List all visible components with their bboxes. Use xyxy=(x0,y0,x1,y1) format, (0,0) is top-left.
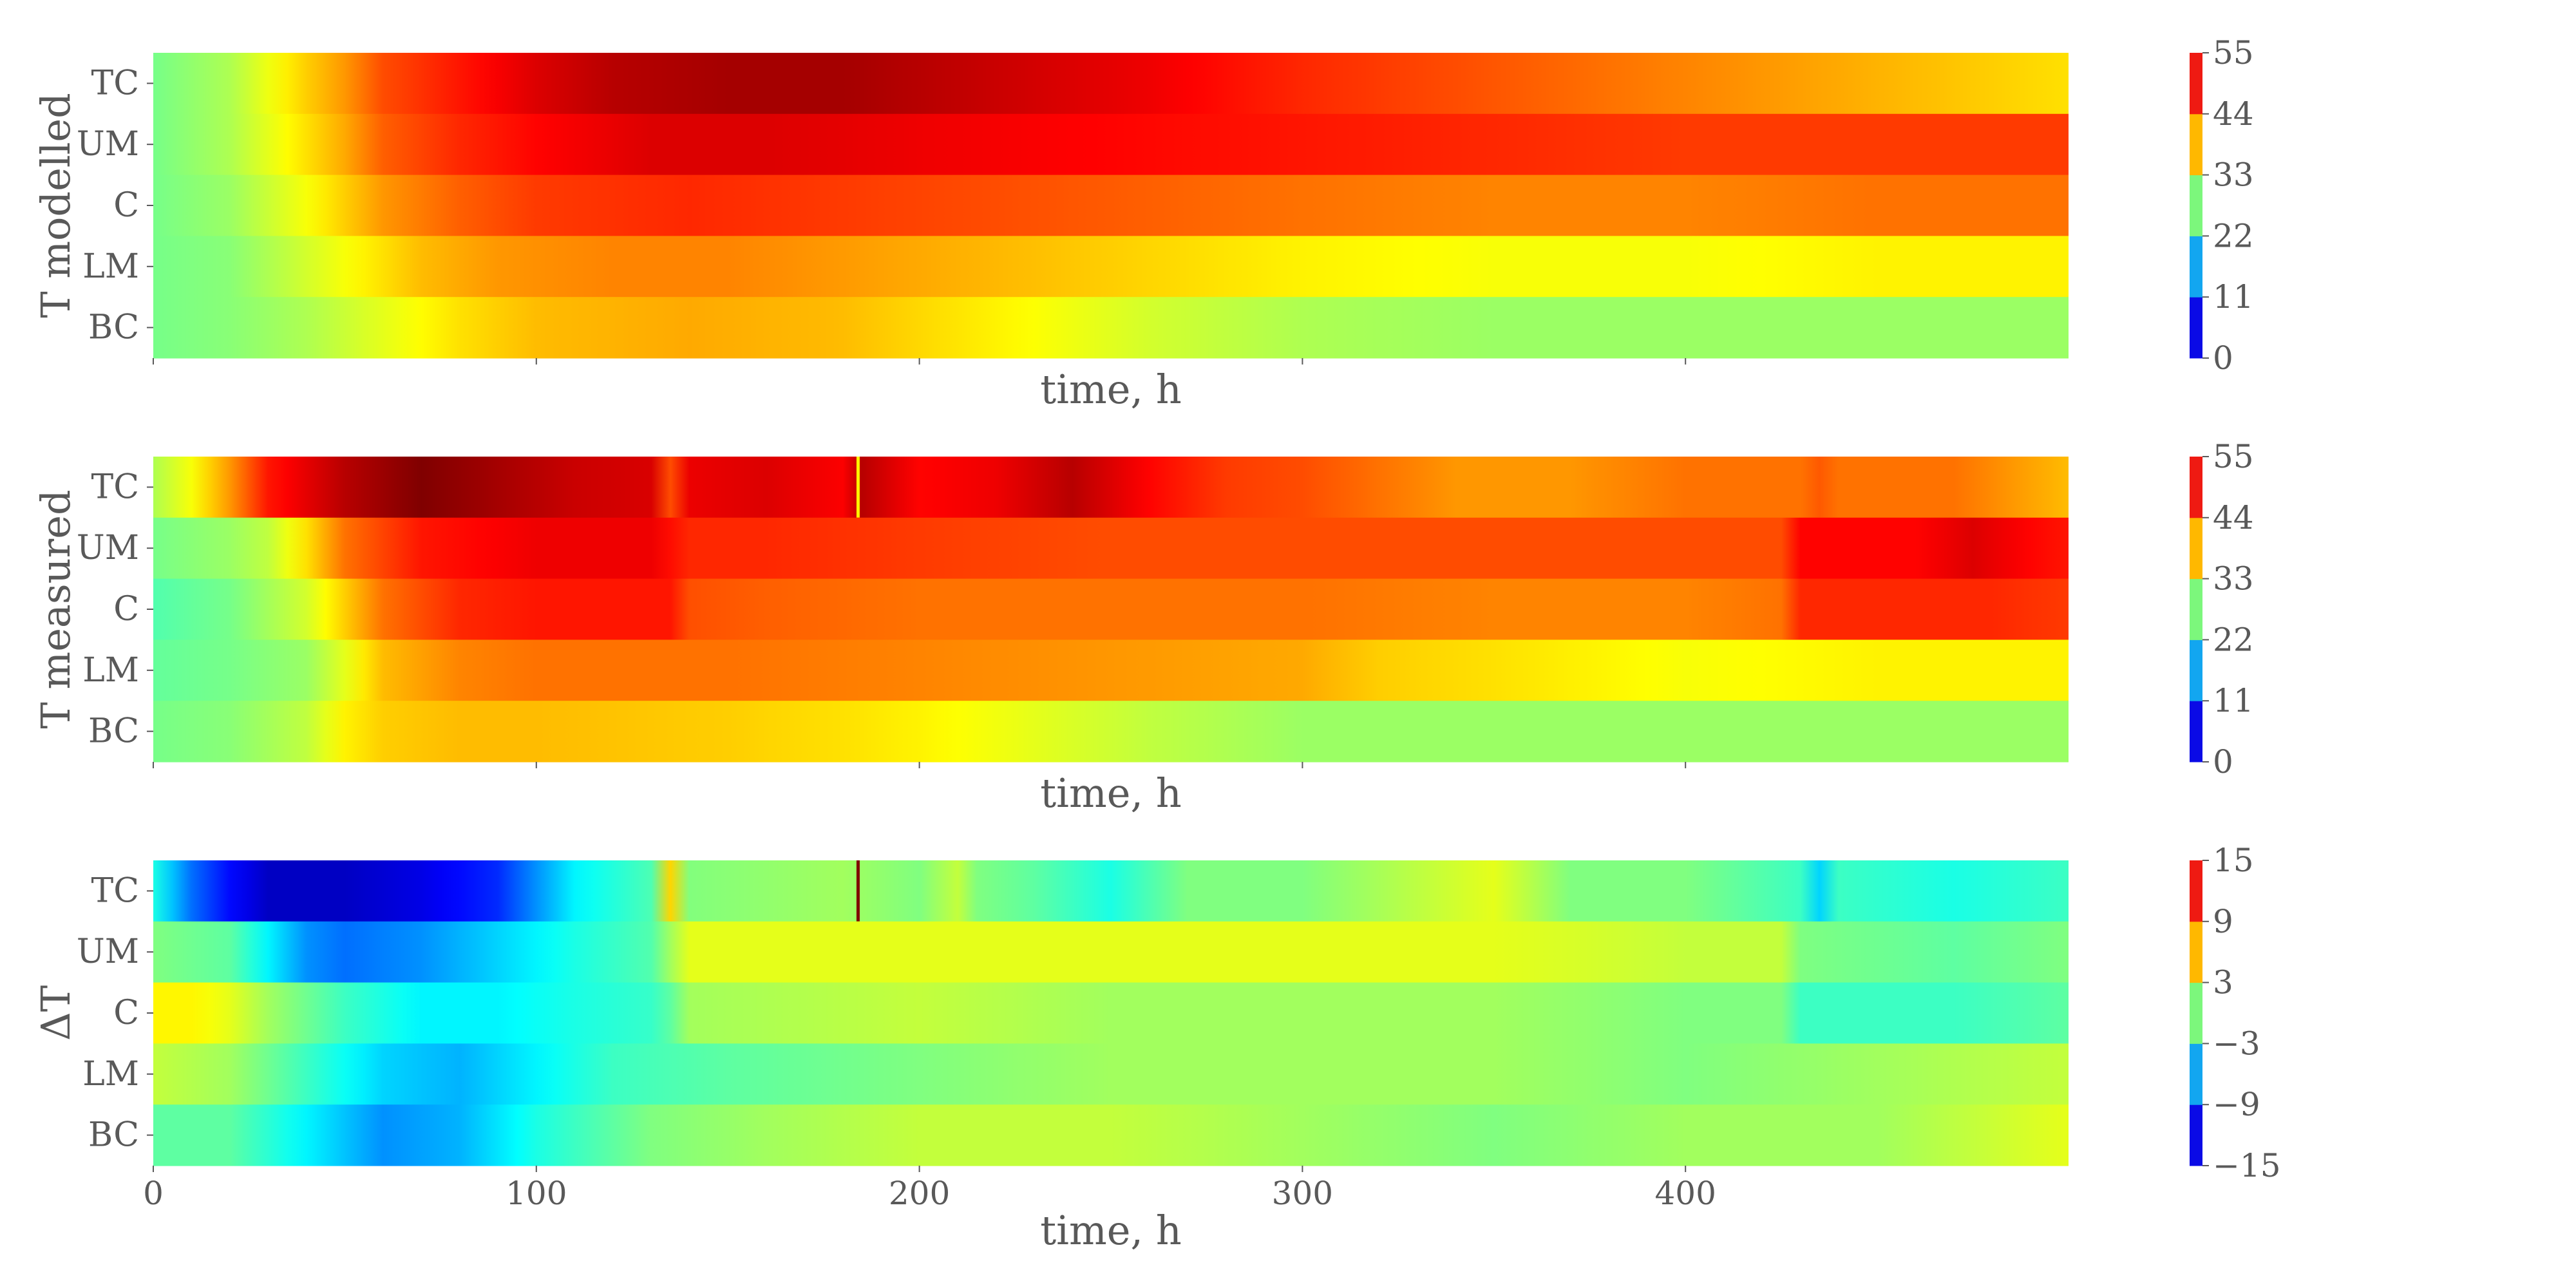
colorbar-tick-label: −3 xyxy=(2213,1025,2260,1062)
y-tick-label: C xyxy=(113,186,139,225)
y-tick-label: UM xyxy=(77,933,139,971)
x-tick-label: 100 xyxy=(506,1175,567,1212)
heatmap-row-um xyxy=(153,517,2069,580)
heatmap-panel-1: TC UM C LM BCT modelled time, h 0 11 22 33 44 55 xyxy=(32,34,2254,413)
heatmap-row-bc xyxy=(153,297,2069,359)
colorbar-tick-label: 22 xyxy=(2213,621,2254,658)
x-axis-label: time, h xyxy=(1040,770,1182,817)
colorbar-tick-label: 3 xyxy=(2213,964,2233,1001)
x-tick-label: 0 xyxy=(143,1175,164,1212)
colorbar-tick-label: 33 xyxy=(2213,156,2254,194)
y-tick-label: UM xyxy=(77,529,139,567)
y-tick-label: C xyxy=(113,590,139,629)
x-axis-label: time, h xyxy=(1040,366,1182,413)
heatmap-row-lm xyxy=(153,1043,2069,1105)
heatmap-row-c xyxy=(153,175,2069,236)
colorbar-segment xyxy=(2190,1043,2202,1105)
heatmap-row-um xyxy=(153,113,2069,176)
heatmap-row-tc xyxy=(153,860,2069,922)
y-tick-label: TC xyxy=(91,468,139,506)
colorbar-tick-label: 15 xyxy=(2213,842,2254,879)
heatmap-row-bc xyxy=(153,701,2069,762)
colorbar-segment xyxy=(2190,236,2202,298)
colorbar-segment xyxy=(2190,113,2202,176)
colorbar-segment xyxy=(2190,457,2202,518)
y-tick-label: UM xyxy=(77,125,139,164)
colorbar-tick-label: −9 xyxy=(2213,1086,2260,1123)
colorbar-segment xyxy=(2190,297,2202,359)
y-axis-label: T modelled xyxy=(32,93,79,318)
colorbar-tick-label: −15 xyxy=(2213,1147,2281,1184)
colorbar-tick-label: 33 xyxy=(2213,560,2254,598)
heatmap-row-c xyxy=(153,982,2069,1044)
colorbar-segment xyxy=(2190,860,2202,922)
spike-tc xyxy=(856,457,860,518)
spike-tc xyxy=(856,860,860,922)
x-tick-label: 400 xyxy=(1654,1175,1716,1212)
y-tick-label: LM xyxy=(82,651,139,690)
colorbar-segment xyxy=(2190,639,2202,701)
y-axis-label: T measured xyxy=(32,489,79,728)
heatmap-row-tc xyxy=(153,53,2069,115)
colorbar-tick-label: 22 xyxy=(2213,217,2254,254)
y-tick-label: TC xyxy=(91,64,139,102)
colorbar-segment xyxy=(2190,982,2202,1044)
colorbar-tick-label: 55 xyxy=(2213,438,2254,475)
y-tick-label: C xyxy=(113,994,139,1032)
heatmap-panel-2: TC UM C LM BCT measured time, h 0 11 22 33 44 55 xyxy=(32,438,2254,817)
x-axis-label: time, h xyxy=(1040,1207,1182,1254)
heatmap-row-c xyxy=(153,578,2069,640)
colorbar-tick-label: 9 xyxy=(2213,903,2233,940)
colorbar-tick-label: 44 xyxy=(2213,95,2254,133)
colorbar-segment xyxy=(2190,175,2202,236)
colorbar-segment xyxy=(2190,921,2202,983)
colorbar: −15 −9 −3 3 9 15 xyxy=(2190,842,2281,1184)
x-tick-label: 200 xyxy=(889,1175,950,1212)
y-tick-label: LM xyxy=(82,247,139,286)
heatmap-row-bc xyxy=(153,1104,2069,1166)
colorbar-tick-label: 55 xyxy=(2213,34,2254,71)
y-tick-label: BC xyxy=(88,1116,139,1155)
y-axis-label: ΔT xyxy=(32,985,79,1041)
y-tick-label: LM xyxy=(82,1055,139,1094)
colorbar-tick-label: 0 xyxy=(2213,339,2233,377)
heatmap-row-tc xyxy=(153,457,2069,518)
y-tick-label: BC xyxy=(88,308,139,347)
colorbar-segment xyxy=(2190,578,2202,640)
heatmap-row-lm xyxy=(153,639,2069,701)
colorbar-segment xyxy=(2190,1104,2202,1166)
colorbar: 0 11 22 33 44 55 xyxy=(2190,438,2254,781)
colorbar-tick-label: 0 xyxy=(2213,743,2233,781)
colorbar-tick-label: 11 xyxy=(2213,278,2254,316)
colorbar-segment xyxy=(2190,517,2202,580)
colorbar-segment xyxy=(2190,53,2202,115)
heatmap-row-lm xyxy=(153,236,2069,298)
x-tick-label: 300 xyxy=(1272,1175,1333,1212)
colorbar: 0 11 22 33 44 55 xyxy=(2190,34,2254,377)
heatmap-panel-3: TC UM C LM BC ΔT 0 100 200 300 400 time, h −15 −9 −3 3 9… xyxy=(32,842,2281,1254)
y-tick-label: BC xyxy=(88,712,139,751)
colorbar-segment xyxy=(2190,701,2202,762)
colorbar-tick-label: 44 xyxy=(2213,499,2254,536)
colorbar-tick-label: 11 xyxy=(2213,682,2254,719)
y-tick-label: TC xyxy=(91,871,139,910)
heatmap-row-um xyxy=(153,921,2069,983)
